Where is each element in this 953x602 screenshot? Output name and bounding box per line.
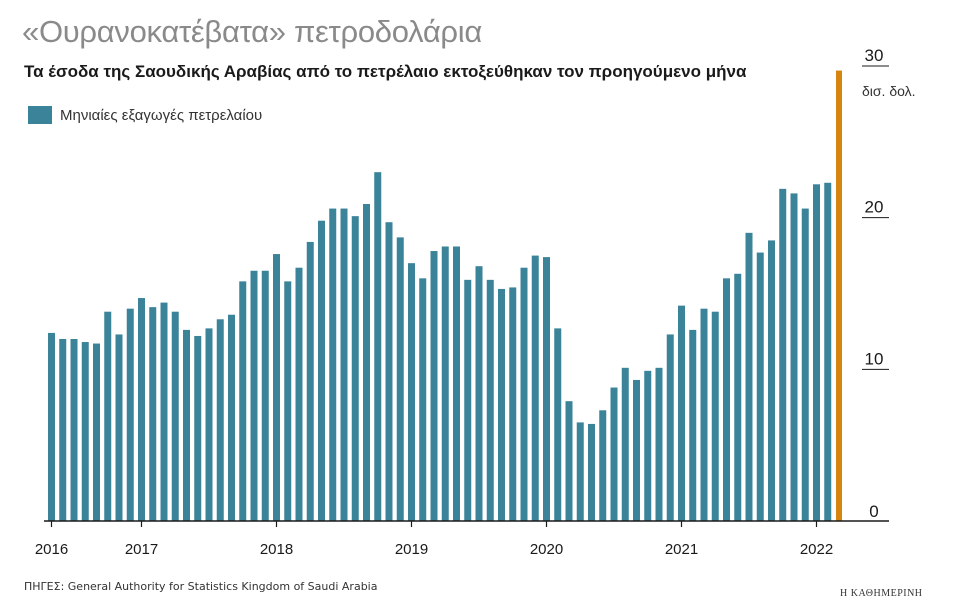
data-bar <box>520 267 528 521</box>
data-bar <box>239 281 247 521</box>
data-bar <box>644 370 652 521</box>
data-bar <box>205 328 213 521</box>
data-bar <box>183 329 190 521</box>
data-bar <box>486 279 494 521</box>
data-bar <box>104 311 112 521</box>
y-tick-label: 0 <box>869 502 878 521</box>
data-bar <box>228 314 235 521</box>
data-bar <box>374 172 382 521</box>
data-bar <box>689 329 697 521</box>
data-bar <box>813 184 820 522</box>
data-bar <box>790 193 798 521</box>
data-bar <box>419 278 427 521</box>
x-tick-label: 2016 <box>35 541 68 558</box>
brand-logo: Η ΚΑΘΗΜΕΡΙΝΗ <box>840 588 923 599</box>
data-bar <box>295 267 303 521</box>
data-bar <box>48 332 55 521</box>
data-bar <box>576 422 584 521</box>
data-bar <box>81 342 89 521</box>
data-bar <box>711 311 719 521</box>
data-bar <box>633 379 640 521</box>
data-bar <box>599 410 607 521</box>
data-bar <box>408 263 415 521</box>
x-tick-label: 2018 <box>260 541 293 558</box>
chart-title: «Ουρανοκατέβατα» πετροδολάρια <box>22 14 482 49</box>
legend-label: Μηνιαίες εξαγωγές πετρελαίου <box>60 106 263 124</box>
data-bar <box>396 237 404 521</box>
data-bar <box>250 270 258 521</box>
data-bar <box>194 335 202 521</box>
data-bar <box>93 343 100 521</box>
data-bar <box>475 266 483 521</box>
data-bar <box>588 423 595 521</box>
data-bar <box>138 298 145 521</box>
data-bar <box>340 208 348 522</box>
data-bar <box>273 254 280 522</box>
data-bar <box>385 222 393 521</box>
data-bar <box>441 246 449 521</box>
y-axis-unit: δισ. δολ. <box>862 83 916 99</box>
chart-subtitle: Τα έσοδα της Σαουδικής Αραβίας από το πε… <box>24 62 747 81</box>
data-bar <box>160 302 168 521</box>
legend-swatch <box>28 106 52 124</box>
data-bar <box>824 182 832 522</box>
data-bar <box>779 188 787 521</box>
data-bar <box>59 339 67 521</box>
data-bar <box>768 240 775 521</box>
data-bar <box>453 246 460 521</box>
x-tick-label: 2021 <box>665 541 698 558</box>
data-bar <box>363 204 370 521</box>
data-bar <box>666 334 674 521</box>
data-bar <box>554 328 562 521</box>
data-bar <box>261 270 269 521</box>
data-bar <box>70 339 78 521</box>
data-bar <box>543 257 550 521</box>
x-tick-label: 2022 <box>800 541 833 558</box>
x-tick-label: 2020 <box>530 541 563 558</box>
x-tick-label: 2019 <box>395 541 428 558</box>
y-tick-label: 10 <box>865 349 884 368</box>
highlight-bar <box>836 70 842 522</box>
data-bar <box>745 232 753 522</box>
data-bar <box>610 387 618 521</box>
data-bar <box>216 319 224 521</box>
data-bar <box>351 216 359 521</box>
data-bar <box>509 287 517 521</box>
y-tick-label: 30 <box>865 46 884 65</box>
data-bar <box>318 220 325 521</box>
data-bar <box>756 252 764 522</box>
data-bar <box>723 278 730 521</box>
data-bar <box>801 208 809 522</box>
y-tick-label: 20 <box>865 198 884 217</box>
data-bar <box>621 367 629 521</box>
data-bar <box>306 241 314 521</box>
data-bar <box>655 367 663 521</box>
data-bar <box>464 279 472 521</box>
data-bar <box>734 273 742 521</box>
source-note: ΠΗΓΕΣ: General Authority for Statistics … <box>24 580 378 593</box>
data-bar <box>565 401 573 521</box>
data-bar <box>329 208 337 522</box>
data-bar <box>115 334 123 521</box>
data-bar <box>678 305 685 521</box>
data-bar <box>498 288 505 521</box>
data-bar <box>126 308 134 521</box>
data-bar <box>531 255 539 522</box>
data-bar <box>149 307 157 521</box>
data-bar <box>430 251 438 522</box>
data-bar <box>284 281 292 521</box>
data-bar <box>700 308 708 521</box>
data-bar <box>171 311 179 521</box>
x-tick-label: 2017 <box>125 541 158 558</box>
legend: Μηνιαίες εξαγωγές πετρελαίου <box>28 106 262 124</box>
